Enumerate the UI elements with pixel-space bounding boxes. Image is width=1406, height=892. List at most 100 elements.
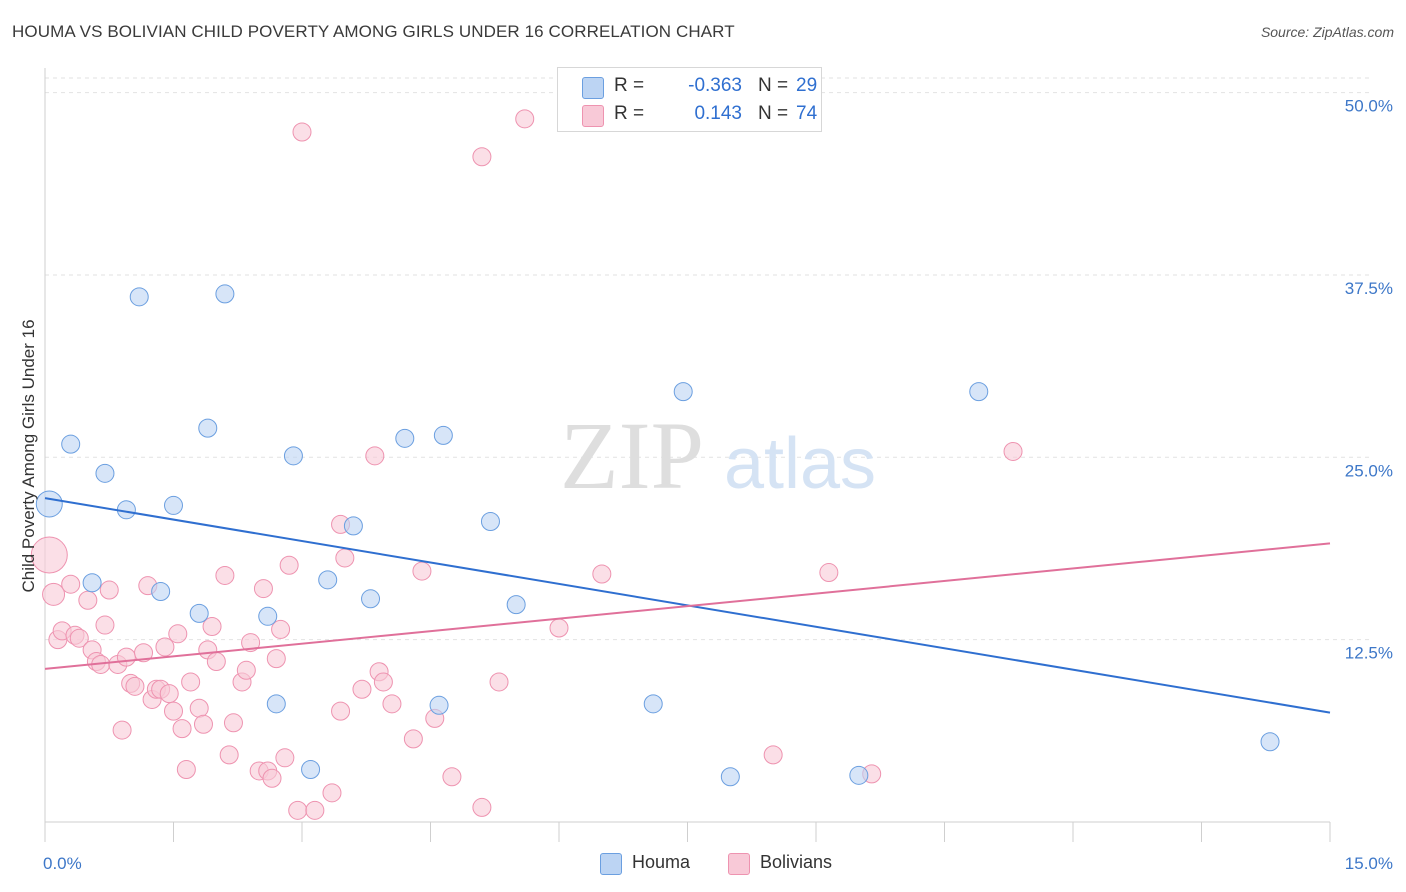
houma-point <box>343 516 363 536</box>
houma-point <box>849 765 869 785</box>
houma-swatch <box>600 853 622 875</box>
axes <box>44 68 1331 842</box>
houma-point <box>643 694 663 714</box>
legend-label: Houma <box>632 852 691 872</box>
houma-point <box>301 759 321 779</box>
n-value: 74 <box>796 103 818 124</box>
houma-point <box>969 382 989 402</box>
y-tick-label: 50.0% <box>1345 97 1393 116</box>
bolivians-point <box>262 768 282 788</box>
bolivians-point <box>403 729 423 749</box>
houma-point <box>151 582 171 602</box>
houma-point <box>283 446 303 466</box>
bolivians-point <box>472 797 492 817</box>
houma-point <box>35 490 63 518</box>
bolivians-point <box>279 555 299 575</box>
bolivians-point <box>763 745 783 765</box>
bolivians-point <box>322 783 342 803</box>
houma-point <box>506 595 526 615</box>
n-label: N = <box>758 75 789 96</box>
bolivians-point <box>515 109 535 129</box>
bolivians-point <box>292 122 312 142</box>
bolivians-trend-line <box>44 542 1331 670</box>
bolivians-point <box>331 701 351 721</box>
bolivians-point <box>134 643 154 663</box>
houma-point <box>215 284 235 304</box>
bolivians-point <box>125 676 145 696</box>
bolivians-point <box>112 720 132 740</box>
bolivians-point <box>202 617 222 637</box>
bolivians-point <box>189 698 209 718</box>
houma-point <box>258 606 278 626</box>
bolivians-point <box>69 628 89 648</box>
bolivians-point <box>30 536 68 574</box>
bolivians-point <box>42 582 66 606</box>
y-tick-label: 12.5% <box>1345 644 1393 663</box>
source-credit: Source: ZipAtlas.com <box>1260 24 1394 40</box>
bolivians-point <box>164 701 183 721</box>
y-tick-label: 25.0% <box>1345 461 1393 480</box>
bolivians-point <box>78 590 98 610</box>
houma-point <box>318 570 338 590</box>
bolivians-point <box>382 694 402 714</box>
bolivians-point <box>155 637 175 657</box>
bolivians-point <box>253 579 273 599</box>
houma-point <box>673 382 693 402</box>
r-value: -0.363 <box>688 75 742 96</box>
bolivians-point <box>215 565 235 585</box>
n-label: N = <box>758 103 789 124</box>
watermark: ZIP atlas <box>560 402 876 509</box>
houma-point <box>480 511 500 531</box>
bolivians-point <box>116 647 136 667</box>
houma-swatch <box>582 77 604 99</box>
bolivians-point <box>305 800 325 820</box>
bolivians-point <box>159 684 179 704</box>
bolivians-point <box>266 649 286 669</box>
bolivians-point <box>365 446 385 466</box>
legend-label: Bolivians <box>760 852 833 872</box>
houma-point <box>720 767 740 787</box>
houma-point <box>164 495 183 515</box>
bolivians-point <box>168 624 188 644</box>
houma-point <box>1260 732 1280 752</box>
houma-point <box>129 287 149 307</box>
bolivians-point <box>176 759 196 779</box>
houma-point <box>395 428 415 448</box>
bolivians-point <box>549 618 569 638</box>
bolivians-point <box>219 745 239 765</box>
data-points <box>30 109 1280 820</box>
bolivians-swatch <box>728 853 750 875</box>
watermark-atlas: atlas <box>724 424 876 504</box>
bolivians-point <box>489 672 509 692</box>
houma-point <box>361 589 381 609</box>
houma-point <box>266 694 286 714</box>
bolivians-point <box>352 679 372 699</box>
houma-point <box>82 573 102 593</box>
bolivians-point <box>592 564 612 584</box>
r-label: R = <box>614 103 645 124</box>
bolivians-point <box>335 548 355 568</box>
bolivians-point <box>472 147 492 167</box>
bolivians-point <box>241 633 261 653</box>
tick-labels: 12.5% 25.0% 37.5% 50.0% 0.0% 15.0% <box>43 97 1393 873</box>
x-tick-label-min: 0.0% <box>43 854 82 873</box>
houma-point <box>95 463 115 483</box>
bolivians-point <box>819 563 839 583</box>
bolivians-point <box>193 714 213 734</box>
bolivians-point <box>275 748 295 768</box>
x-tick-label-max: 15.0% <box>1345 854 1393 873</box>
bolivians-point <box>172 719 192 739</box>
r-label: R = <box>614 75 645 96</box>
r-value: 0.143 <box>694 103 742 124</box>
bolivians-point <box>95 615 115 635</box>
bolivians-point <box>412 561 432 581</box>
houma-point <box>198 418 218 438</box>
y-tick-label: 37.5% <box>1345 279 1393 298</box>
bolivians-point <box>223 713 243 733</box>
houma-point <box>189 603 209 623</box>
bolivians-point <box>271 619 291 639</box>
bolivians-point <box>442 767 462 787</box>
bolivians-point <box>206 652 226 672</box>
watermark-zip: ZIP <box>560 402 704 509</box>
bolivians-point <box>373 672 393 692</box>
